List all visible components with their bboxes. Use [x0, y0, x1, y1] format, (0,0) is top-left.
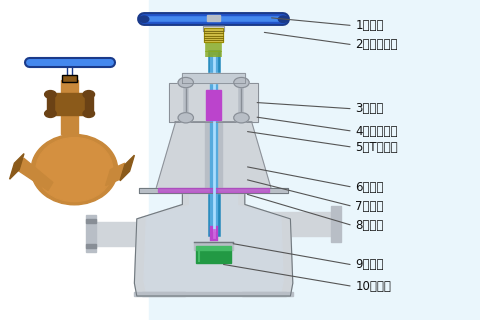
Circle shape [234, 77, 249, 88]
Polygon shape [156, 122, 271, 190]
Polygon shape [86, 219, 96, 223]
Polygon shape [91, 221, 182, 246]
Polygon shape [47, 93, 54, 115]
Polygon shape [86, 244, 96, 248]
Polygon shape [10, 154, 24, 179]
Circle shape [178, 113, 193, 123]
Polygon shape [242, 292, 286, 296]
Polygon shape [203, 26, 224, 31]
Polygon shape [194, 242, 233, 250]
Text: 9、阀瓣: 9、阀瓣 [355, 259, 384, 271]
Circle shape [83, 91, 95, 98]
Polygon shape [204, 28, 223, 42]
Polygon shape [158, 188, 269, 192]
Polygon shape [14, 158, 53, 190]
Polygon shape [0, 0, 149, 320]
Text: 7、阀盖: 7、阀盖 [355, 200, 384, 213]
Circle shape [45, 110, 56, 117]
Polygon shape [61, 80, 78, 134]
Text: 3、阀杆: 3、阀杆 [355, 102, 384, 115]
Polygon shape [86, 215, 96, 252]
Text: 5、T形螺栓: 5、T形螺栓 [355, 141, 398, 154]
Polygon shape [196, 250, 231, 263]
Circle shape [278, 16, 288, 22]
Polygon shape [134, 193, 293, 296]
Polygon shape [196, 246, 231, 250]
Polygon shape [331, 206, 341, 243]
Text: 1、手轮: 1、手轮 [355, 19, 384, 32]
Polygon shape [207, 15, 220, 21]
Ellipse shape [31, 134, 118, 205]
Polygon shape [54, 93, 85, 115]
Polygon shape [144, 195, 283, 293]
Polygon shape [206, 90, 221, 120]
Polygon shape [169, 83, 258, 122]
Polygon shape [142, 292, 185, 296]
Circle shape [83, 110, 95, 117]
Polygon shape [139, 188, 288, 193]
Text: 8、尺片: 8、尺片 [355, 219, 384, 232]
Text: 10、阀体: 10、阀体 [355, 280, 391, 293]
Polygon shape [245, 212, 336, 236]
Text: 6、填料: 6、填料 [355, 181, 384, 194]
Polygon shape [85, 93, 93, 115]
Circle shape [139, 16, 149, 22]
Polygon shape [120, 155, 134, 181]
Circle shape [178, 77, 193, 88]
Polygon shape [205, 122, 222, 190]
FancyBboxPatch shape [62, 75, 77, 82]
Polygon shape [134, 292, 293, 296]
Text: 2、阀杆螺母: 2、阀杆螺母 [355, 38, 398, 51]
Polygon shape [149, 0, 480, 320]
Polygon shape [106, 163, 125, 186]
Circle shape [45, 91, 56, 98]
Text: 4、填料压盖: 4、填料压盖 [355, 125, 398, 138]
Circle shape [234, 113, 249, 123]
Ellipse shape [36, 138, 113, 202]
Polygon shape [182, 73, 245, 83]
